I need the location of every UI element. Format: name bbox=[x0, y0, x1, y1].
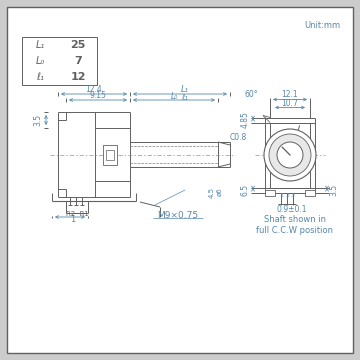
Text: 4.85: 4.85 bbox=[240, 112, 249, 129]
Text: 12.1: 12.1 bbox=[282, 90, 298, 99]
Circle shape bbox=[264, 129, 316, 181]
Text: 1: 1 bbox=[279, 193, 283, 198]
Circle shape bbox=[269, 134, 311, 176]
Text: L₀: L₀ bbox=[35, 56, 45, 66]
Text: 3.5: 3.5 bbox=[329, 184, 338, 196]
Text: 1: 1 bbox=[70, 215, 76, 224]
Text: Unit:mm: Unit:mm bbox=[304, 22, 340, 31]
Text: R2  R1: R2 R1 bbox=[66, 211, 89, 217]
Text: 3.5: 3.5 bbox=[33, 114, 42, 126]
Text: 25: 25 bbox=[70, 40, 86, 50]
Bar bbox=[22, 37, 97, 85]
Text: 7: 7 bbox=[74, 56, 82, 66]
Bar bbox=[103, 144, 117, 165]
Text: 3: 3 bbox=[291, 193, 295, 198]
Text: 10.7: 10.7 bbox=[282, 99, 298, 108]
Text: M9×0.75: M9×0.75 bbox=[157, 211, 199, 220]
Text: ø6: ø6 bbox=[217, 188, 223, 196]
Text: C0.8: C0.8 bbox=[229, 132, 247, 141]
Text: ℓ₁: ℓ₁ bbox=[181, 93, 188, 102]
Text: 12.4: 12.4 bbox=[86, 85, 102, 94]
Text: L₁: L₁ bbox=[181, 85, 189, 94]
Text: L₁: L₁ bbox=[35, 40, 45, 50]
Text: 6.5: 6.5 bbox=[240, 184, 249, 196]
Bar bbox=[305, 189, 315, 195]
Text: 60°: 60° bbox=[244, 90, 258, 99]
Text: Shaft shown in
full C.C.W position: Shaft shown in full C.C.W position bbox=[256, 215, 333, 235]
Text: 9.15: 9.15 bbox=[90, 91, 107, 100]
Text: 4.5: 4.5 bbox=[209, 186, 215, 198]
Text: 2: 2 bbox=[285, 193, 289, 198]
Text: ℓ₁: ℓ₁ bbox=[36, 72, 44, 82]
Text: L₀: L₀ bbox=[170, 92, 177, 101]
Circle shape bbox=[277, 142, 303, 168]
Text: 0.9±0.1: 0.9±0.1 bbox=[277, 205, 307, 214]
Bar bbox=[265, 189, 275, 195]
Text: 12: 12 bbox=[70, 72, 86, 82]
Bar bbox=[106, 149, 114, 159]
